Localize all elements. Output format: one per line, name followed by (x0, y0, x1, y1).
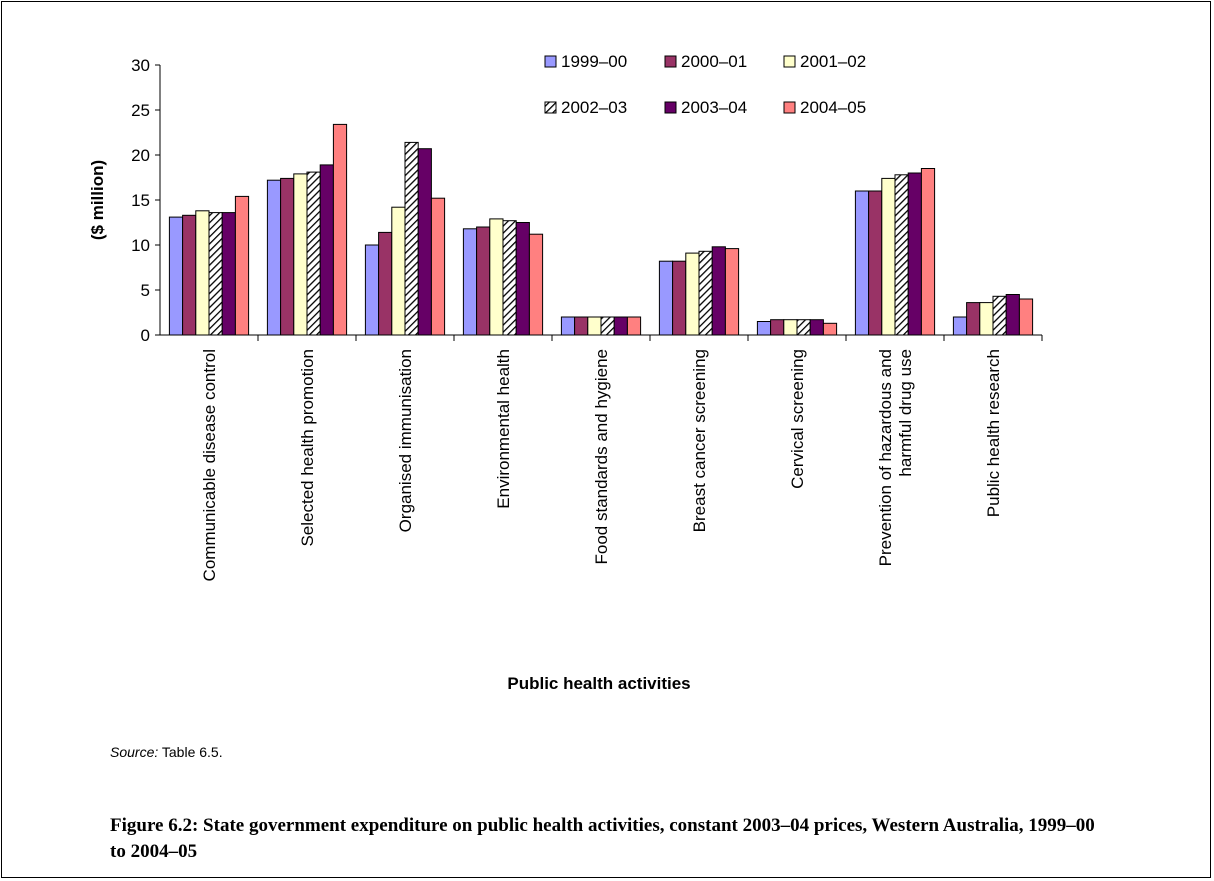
bar (770, 319, 785, 336)
bar (907, 172, 922, 336)
bar (378, 231, 393, 336)
bar (574, 316, 589, 336)
bar (208, 212, 223, 336)
y-tick-label: 30 (131, 56, 150, 75)
y-tick-label: 15 (131, 191, 150, 210)
bar (809, 319, 824, 336)
bar (992, 295, 1007, 336)
bar (560, 316, 576, 336)
bar (698, 250, 713, 336)
bar (920, 168, 936, 336)
bar (796, 319, 811, 336)
bar (613, 316, 628, 336)
y-tick-label: 20 (131, 146, 150, 165)
figure-caption: Figure 6.2: State government expenditure… (110, 815, 1095, 862)
y-tick-label: 5 (141, 281, 150, 300)
bar (685, 252, 700, 336)
bar (966, 302, 981, 336)
bar (952, 316, 968, 336)
legend: 1999–00 2000–01 2001–02 2002–03 2003–04 2004–… (544, 52, 866, 117)
y-tick-label: 0 (141, 326, 150, 345)
source-note: Source: Table 6.5. (110, 744, 223, 760)
bar (1018, 298, 1034, 336)
bar (783, 319, 798, 336)
bar (672, 260, 687, 336)
bar (195, 210, 210, 336)
legend-label: 2003–04 (681, 98, 747, 117)
source-text: Table 6.5. (158, 744, 223, 760)
bar (979, 302, 994, 336)
bar (234, 195, 250, 336)
bar (894, 174, 909, 336)
x-tick-label: Communicable disease control (200, 349, 219, 581)
y-tick-label: 25 (131, 101, 150, 120)
bar (528, 233, 544, 336)
y-axis-label: ($ million) (88, 160, 107, 240)
x-tick-label: Selected health promotion (298, 349, 317, 547)
legend-label: 2000–01 (681, 52, 747, 71)
x-tick-label: Cervical screening (788, 349, 807, 489)
bar (658, 260, 674, 336)
bar (404, 141, 419, 336)
legend-swatch (544, 55, 557, 68)
bar (462, 228, 478, 336)
bar (515, 222, 530, 336)
bar (476, 226, 491, 336)
bar (319, 164, 334, 336)
bar (724, 248, 740, 336)
x-tick-label: Breast cancer screening (690, 349, 709, 532)
legend-swatch (783, 55, 796, 68)
bar (417, 148, 432, 336)
x-axis-label: Public health activities (507, 674, 690, 693)
bar (587, 316, 602, 336)
bar (711, 246, 726, 336)
x-tick-label: Prevention of hazardous andharmful drug … (876, 349, 915, 566)
bar (626, 316, 642, 336)
x-tick-label: Environmental health (494, 349, 513, 509)
legend-label: 2001–02 (800, 52, 866, 71)
bar (332, 123, 348, 336)
bars-layer (168, 123, 1034, 336)
legend-swatch (544, 101, 557, 114)
y-tick-label: 10 (131, 236, 150, 255)
bar (168, 216, 184, 336)
bar (280, 177, 295, 336)
bar (600, 316, 615, 336)
legend-label: 2004–05 (800, 98, 866, 117)
x-tick-label: Public health research (984, 349, 1003, 517)
legend-label: 1999–00 (561, 52, 627, 71)
bar (266, 179, 282, 336)
legend-swatch (664, 55, 677, 68)
bar (822, 322, 838, 336)
bar (868, 190, 883, 336)
bar (854, 190, 870, 336)
x-tick-label: Organised immunisation (396, 349, 415, 532)
bar (364, 244, 380, 336)
legend-swatch (664, 101, 677, 114)
bar (1005, 294, 1020, 336)
bar (489, 218, 504, 336)
bar (756, 321, 772, 336)
bar (391, 206, 406, 336)
bar (221, 212, 236, 336)
bar (502, 220, 517, 336)
bar (293, 173, 308, 336)
bar (430, 197, 446, 336)
x-tick-label: Food standards and hygiene (592, 349, 611, 565)
bar (881, 177, 896, 336)
axes-layer: 0 5 10 15 20 25 30 Communicable disease control… (131, 56, 1043, 581)
legend-label: 2002–03 (561, 98, 627, 117)
bar (306, 171, 321, 336)
source-label: Source: (110, 744, 159, 760)
legend-swatch (783, 101, 796, 114)
bar (182, 214, 197, 336)
